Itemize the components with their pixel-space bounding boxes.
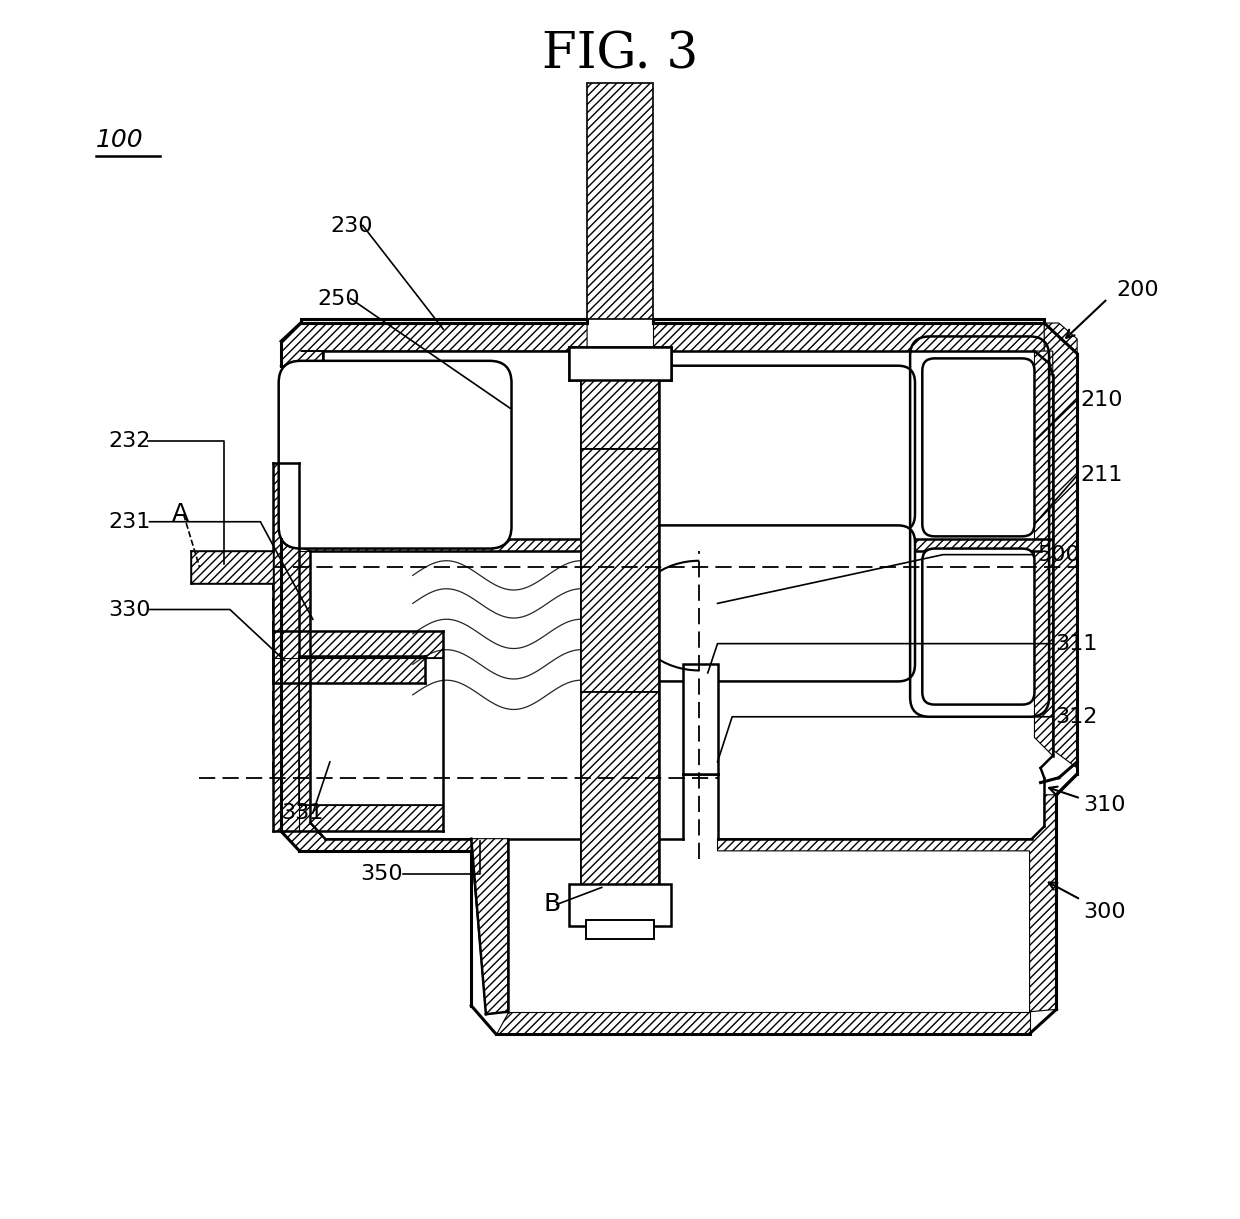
Text: 500: 500	[1037, 545, 1080, 564]
Polygon shape	[718, 795, 1056, 1012]
Text: 250: 250	[317, 289, 361, 308]
Polygon shape	[585, 920, 655, 939]
Polygon shape	[653, 319, 1044, 323]
Polygon shape	[1044, 323, 1078, 768]
Polygon shape	[191, 551, 273, 583]
Polygon shape	[273, 631, 299, 831]
Text: 331: 331	[281, 803, 324, 823]
Polygon shape	[582, 449, 658, 692]
Text: 300: 300	[1084, 902, 1126, 922]
Polygon shape	[281, 826, 471, 851]
Text: A: A	[171, 502, 188, 527]
Polygon shape	[582, 692, 658, 887]
Text: 230: 230	[330, 216, 372, 235]
Text: 200: 200	[1116, 280, 1158, 300]
Text: 310: 310	[1084, 795, 1126, 814]
Polygon shape	[281, 551, 310, 826]
Text: 211: 211	[1081, 466, 1123, 485]
Polygon shape	[281, 539, 587, 551]
FancyBboxPatch shape	[640, 525, 915, 681]
Text: 231: 231	[108, 512, 150, 531]
Polygon shape	[653, 539, 1040, 551]
Polygon shape	[683, 664, 718, 774]
Polygon shape	[1034, 351, 1053, 756]
Text: 311: 311	[1055, 634, 1097, 653]
FancyBboxPatch shape	[923, 358, 1034, 536]
Text: 330: 330	[108, 600, 150, 619]
Polygon shape	[569, 884, 671, 926]
Polygon shape	[273, 805, 443, 831]
Polygon shape	[273, 463, 299, 683]
Text: 100: 100	[95, 128, 144, 152]
Text: FIG. 3: FIG. 3	[542, 30, 698, 79]
Polygon shape	[569, 347, 671, 380]
FancyBboxPatch shape	[279, 361, 512, 549]
Text: 232: 232	[108, 432, 150, 451]
Polygon shape	[273, 656, 425, 683]
Text: 312: 312	[1055, 707, 1097, 727]
Text: 350: 350	[361, 864, 403, 884]
Text: B: B	[543, 892, 560, 917]
FancyBboxPatch shape	[640, 366, 915, 531]
Polygon shape	[582, 372, 658, 449]
Text: 210: 210	[1081, 390, 1123, 410]
Polygon shape	[496, 1012, 1029, 1034]
Polygon shape	[587, 83, 653, 319]
Polygon shape	[471, 839, 508, 1014]
Polygon shape	[653, 323, 1044, 351]
FancyBboxPatch shape	[923, 549, 1034, 705]
Polygon shape	[273, 631, 443, 658]
Polygon shape	[300, 319, 587, 323]
Polygon shape	[281, 323, 587, 380]
